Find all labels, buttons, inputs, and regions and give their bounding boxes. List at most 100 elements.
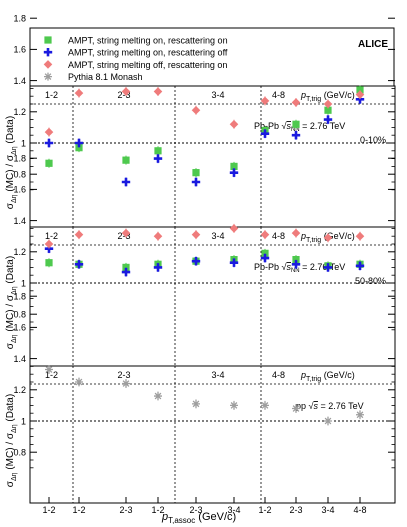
data-point-ampt_sm_on_rs_on [45,159,53,167]
data-point-pythia [230,401,238,410]
annotation-system: Pb-Pb [254,121,282,131]
data-point-ampt_sm_on_rs_on [122,263,130,271]
data-point-ampt_sm_on_rs_off [323,115,333,124]
ptrig-label-main: p [300,231,306,241]
group-label-4: 4-8 [272,90,285,100]
data-point-ampt_sm_on_rs_on [292,256,300,264]
data-point-ampt_sm_off_rs_on [44,127,54,137]
data-point-pythia [261,401,269,410]
y-axis-title: σΔη (MC) / σΔη (Data) [5,116,18,209]
data-point-ampt_sm_on_rs_on [356,86,364,94]
data-point-ampt_sm_off_rs_on [323,99,333,109]
group-label-2: 2-3 [117,231,130,241]
series-pythia [45,365,364,426]
experiment-label: ALICE [358,39,388,50]
y-tick-label: 1.2 [13,107,26,117]
data-point-ampt_sm_on_rs_on [154,147,162,155]
x-tick-label: 4-8 [353,505,366,515]
y-tick-label: 1.8 [13,14,26,24]
group-label-1: 1-2 [45,90,58,100]
data-point-ampt_sm_on_rs_on [261,249,269,257]
x-axis-title-main: p [161,511,168,523]
data-point-ampt_sm_on_rs_on [75,144,83,152]
y-axis-title-end: (Data) [5,116,16,147]
panel-frame [29,365,396,504]
data-point-ampt_sm_on_rs_on [324,106,332,114]
data-point-ampt_sm_on_rs_off [291,260,301,269]
annotation-sqrt: √ [282,262,287,272]
y-axis-title: σΔη (MC) / σΔη (Data) [5,256,18,349]
data-point-ampt_sm_on_rs_off [229,258,239,267]
data-point-ampt_sm_off_rs_on [260,96,270,106]
panel-annotation: Pb-Pb √sNN = 2.76 TeV [254,121,345,133]
data-point-ampt_sm_on_rs_off [229,168,239,177]
y-tick-label: 0.8 [13,310,26,320]
y-tick-label: 1.8 [13,154,26,164]
y-tick-label: 1.6 [13,45,26,55]
ptrig-label: pT,trig (GeV/c) [300,370,355,383]
ptrig-label-unit: (GeV/c) [321,370,355,380]
data-point-pythia [154,392,162,401]
data-point-pythia [45,365,53,374]
ptrig-label-unit: (GeV/c) [321,90,355,100]
data-point-ampt_sm_on_rs_off [323,263,333,272]
y-tick-label: 1.4 [13,354,26,364]
y-axis-title-sub2: Δη [11,286,18,295]
data-point-pythia [324,417,332,425]
data-point-ampt_sm_off_rs_on [153,87,163,96]
y-axis-title: σΔη (MC) / σΔη (Data) [5,394,18,487]
data-point-ampt_sm_on_rs_on [230,162,238,170]
group-label-2: 2-3 [117,90,130,100]
x-tick-label: 2-3 [289,505,302,515]
annotation-nn: NN [291,268,300,274]
y-axis-title-mid: (MC) / σ [5,294,16,334]
data-point-ampt_sm_off_rs_on [191,105,201,115]
data-point-ampt_sm_off_rs_on [229,119,239,129]
annotation-s: s [286,262,291,272]
legend-marker-ampt_sm_off_rs_on [43,60,53,69]
annotation-nn: NN [291,127,300,133]
legend-items: AMPT, string melting on, rescattering on… [43,36,228,82]
series-ampt_sm_off_rs_on [44,87,365,137]
data-point-ampt_sm_off_rs_on [44,239,54,249]
y-tick-label: 1 [21,278,26,288]
ptrig-label-sub: T,trig [306,237,321,244]
y-axis-title-sub1: Δη [11,334,18,343]
data-point-ampt_sm_off_rs_on [121,87,131,96]
legend-marker-pythia [44,72,52,81]
data-point-ampt_sm_on_rs_off [153,263,163,272]
data-point-ampt_sm_on_rs_on [45,259,53,267]
x-tick-label: 1-2 [151,505,164,515]
y-axis-title-end: (Data) [5,394,16,425]
panels: 1-2 2-3 3-4 4-8 pT,trig (GeV/c)Pb-Pb √sNN = … [5,14,396,515]
annotation-system: pp [296,401,309,411]
annotation-energy: = 2.76 TeV [300,262,346,272]
group-label-4: 4-8 [272,370,285,380]
data-point-ampt_sm_on_rs_off [291,131,301,140]
data-point-ampt_sm_on_rs_off [121,267,131,277]
group-label-1: 1-2 [45,231,58,241]
y-axis-title-sub2: Δη [11,146,18,155]
y-axis-title-end: (Data) [5,256,16,287]
panel-annotation: Pb-Pb √sNN = 2.76 TeV [254,262,345,274]
data-point-ampt_sm_off_rs_on [323,233,333,243]
y-tick-label: 1.2 [13,247,26,257]
y-tick-label: 1.6 [13,323,26,333]
panel-frame [29,226,396,367]
x-axis-title: pT,assoc (GeV/c) [161,511,236,525]
ptrig-label-unit: (GeV/c) [321,231,355,241]
y-axis-title-sub1: Δη [11,194,18,203]
group-label-3: 3-4 [211,370,224,380]
group-label-2: 2-3 [117,370,130,380]
group-label-4: 4-8 [272,231,285,241]
data-point-ampt_sm_on_rs_off [44,138,54,148]
y-axis-title-sub2: Δη [11,424,18,433]
y-tick-label: 1.8 [13,292,26,302]
data-point-ampt_sm_off_rs_on [74,88,84,98]
data-point-ampt_sm_off_rs_on [121,228,131,238]
legend-marker-ampt_sm_on_rs_on [44,36,52,44]
annotation-s: s [286,121,291,131]
data-point-ampt_sm_off_rs_on [191,230,201,239]
data-point-ampt_sm_off_rs_on [291,98,301,107]
group-label-1: 1-2 [45,370,58,380]
